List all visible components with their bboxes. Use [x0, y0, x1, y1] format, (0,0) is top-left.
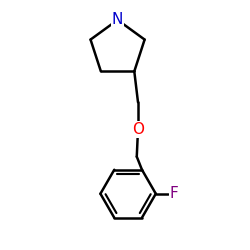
Text: F: F [170, 186, 179, 201]
Text: N: N [112, 12, 123, 28]
Text: O: O [132, 122, 144, 137]
